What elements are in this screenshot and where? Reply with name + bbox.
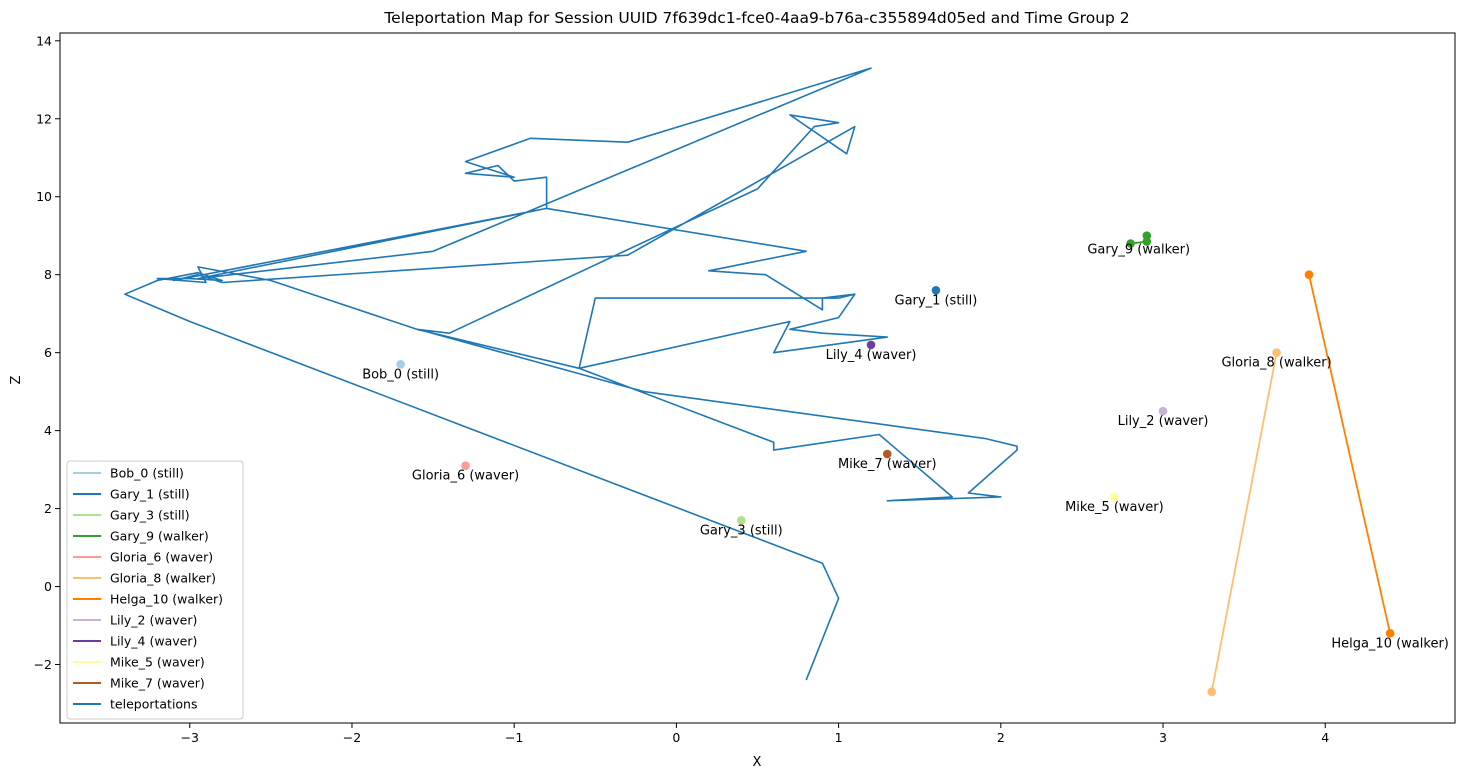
series-bob-0-still-point-0 xyxy=(396,360,405,369)
series-gary-9-walker-point-2 xyxy=(1142,231,1152,241)
chart-title: Teleportation Map for Session UUID 7f639… xyxy=(383,9,1129,27)
y-tick-label: 4 xyxy=(44,423,52,438)
series-gloria-6-waver-label: Gloria_6 (waver) xyxy=(412,469,519,484)
series-helga-10-walker-label: Helga_10 (walker) xyxy=(1331,636,1449,651)
series-mike-7-waver-label: Mike_7 (waver) xyxy=(838,457,937,472)
series-gloria-8-walker-line xyxy=(1210,352,1278,692)
legend-gary-3-still-label: Gary_3 (still) xyxy=(110,508,190,523)
x-axis-label: X xyxy=(753,755,762,770)
legend-gary-9-walker-label: Gary_9 (walker) xyxy=(110,529,209,544)
x-tick-label: 2 xyxy=(997,730,1005,745)
y-tick-label: 8 xyxy=(44,267,52,282)
series-lily-4-waver-point-0 xyxy=(866,340,876,350)
x-tick-label: 0 xyxy=(672,730,680,745)
legend-bob-0-still-label: Bob_0 (still) xyxy=(110,466,184,481)
series-mike-7-waver-point-0 xyxy=(882,449,892,459)
legend-mike-5-waver-label: Mike_5 (waver) xyxy=(110,655,205,670)
plot-area: Bob_0 (still) Gary_1 (still) Gary_3 (still… xyxy=(59,32,1456,724)
x-tick-label: 1 xyxy=(835,730,843,745)
series-gloria-8-walker-point-0 xyxy=(1207,687,1216,697)
y-tick-label: 2 xyxy=(44,501,52,516)
legend-lily-4-waver-label: Lily_4 (waver) xyxy=(110,634,197,649)
series-gary-1-still-point-0 xyxy=(931,285,941,295)
series-lily-2-waver-point-0 xyxy=(1158,406,1168,416)
legend-gloria-8-walker-label: Gloria_8 (walker) xyxy=(110,571,216,586)
legend-gloria-6-waver-label: Gloria_6 (waver) xyxy=(110,550,213,565)
x-tick-label: −3 xyxy=(181,730,199,745)
y-tick-label: −2 xyxy=(34,657,52,672)
legend-box xyxy=(66,460,244,720)
series-gary-3-still-label: Gary_3 (still) xyxy=(700,523,783,538)
legend-helga-10-walker-label: Helga_10 (walker) xyxy=(110,592,223,607)
y-tick-label: 12 xyxy=(36,111,52,126)
y-tick-label: 0 xyxy=(44,579,52,594)
legend: Bob_0 (still) Gary_1 (still) Gary_3 (still… xyxy=(66,460,244,720)
series-gary-1-still-label: Gary_1 (still) xyxy=(895,293,978,308)
series-gloria-8-walker-point-1 xyxy=(1272,348,1281,357)
x-tick-label: −2 xyxy=(343,730,361,745)
legend-gary-1-still-label: Gary_1 (still) xyxy=(110,487,190,502)
series-mike-5-waver-label: Mike_5 (waver) xyxy=(1065,500,1164,515)
series-helga-10-walker-point-1 xyxy=(1385,629,1395,638)
series-bob-0-still-label: Bob_0 (still) xyxy=(362,367,439,382)
legend-teleportations-label: teleportations xyxy=(110,697,198,712)
y-axis-label: Z xyxy=(9,375,24,384)
x-tick-label: −1 xyxy=(505,730,523,745)
series-gary-9-walker-label: Gary_9 (walker) xyxy=(1087,243,1190,258)
x-tick-label: 4 xyxy=(1321,730,1329,745)
y-axis-ticks: −2 0 2 4 6 8 10 12 14 xyxy=(34,33,60,672)
series-helga-10-walker-line xyxy=(1308,274,1391,634)
series-gary-9-walker-point-0 xyxy=(1126,239,1135,248)
legend-lily-2-waver-label: Lily_2 (waver) xyxy=(110,613,197,628)
plot-frame xyxy=(59,32,1456,724)
x-tick-label: 3 xyxy=(1159,730,1167,745)
series-gary-3-still-point-0 xyxy=(736,515,746,525)
series-mike-5-waver-point-0 xyxy=(1110,492,1119,502)
series-helga-10-walker-point-0 xyxy=(1304,270,1314,279)
legend-mike-7-waver-label: Mike_7 (waver) xyxy=(110,676,205,691)
teleportations-line xyxy=(124,67,1018,681)
series-lines xyxy=(124,67,1395,697)
y-tick-label: 10 xyxy=(36,189,52,204)
series-gloria-8-walker-label: Gloria_8 (walker) xyxy=(1221,356,1331,371)
series-gloria-6-waver-point-0 xyxy=(461,461,470,471)
y-tick-label: 6 xyxy=(44,345,52,360)
x-axis-ticks: −3 −2 −1 0 1 2 3 4 xyxy=(181,723,1329,745)
y-tick-label: 14 xyxy=(36,33,52,48)
series-lily-2-waver-label: Lily_2 (waver) xyxy=(1118,414,1209,429)
series-lily-4-waver-label: Lily_4 (waver) xyxy=(826,348,917,363)
